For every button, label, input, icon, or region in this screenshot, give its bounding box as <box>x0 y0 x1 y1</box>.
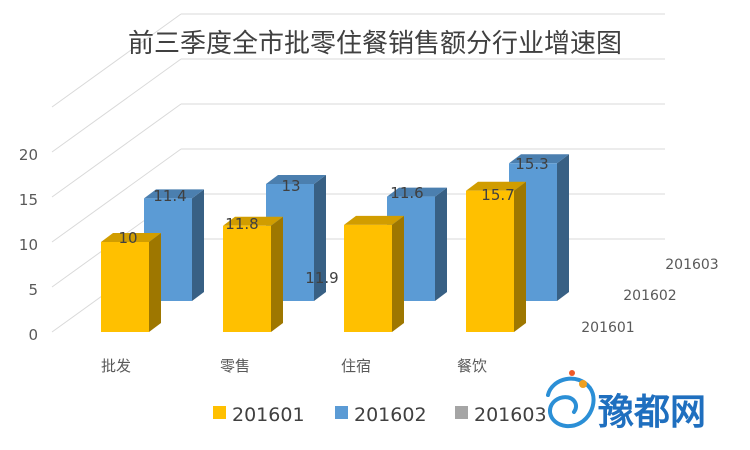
bar-top <box>387 187 447 197</box>
y-tick-label: 15 <box>19 191 38 209</box>
bar-side <box>435 187 447 301</box>
bar <box>466 190 514 332</box>
data-label: 11.8 <box>225 215 258 233</box>
legend-swatch <box>335 406 348 419</box>
data-label: 11.4 <box>153 187 186 205</box>
watermark-text: 豫都网 <box>598 392 706 433</box>
bar-top <box>144 189 204 199</box>
bar <box>344 224 392 332</box>
bar-top <box>223 216 283 226</box>
y-tick-label: 5 <box>28 281 38 299</box>
x-tick-label: 零售 <box>220 357 250 375</box>
bar-side <box>149 233 161 332</box>
y-tick-label: 0 <box>28 326 38 344</box>
data-label: 15.3 <box>515 155 548 173</box>
gridline <box>51 13 182 108</box>
y-tick-label: 10 <box>19 236 38 254</box>
legend-swatch <box>213 406 226 419</box>
y-tick-label: 20 <box>19 146 38 164</box>
bar-side <box>271 216 283 332</box>
data-label: 11.6 <box>390 184 423 202</box>
bars <box>101 154 569 332</box>
depth-axis-label: 201602 <box>623 288 676 304</box>
gridline <box>51 58 182 153</box>
data-label: 11.9 <box>305 269 338 287</box>
gridline <box>51 103 182 198</box>
bar-side <box>514 181 526 332</box>
bar <box>223 225 271 332</box>
bar-top <box>266 175 326 184</box>
bar-side <box>557 154 569 301</box>
x-tick-label: 住宿 <box>341 357 371 375</box>
bar-top <box>344 215 404 225</box>
legend-swatch <box>455 406 468 419</box>
x-tick-label: 批发 <box>101 357 131 375</box>
bar-side <box>314 175 326 301</box>
chart-title: 前三季度全市批零住餐销售额分行业增速图 <box>128 29 622 59</box>
data-labels: 10 11.8 11.9 15.7 11.4 13 11.6 15.3 <box>118 155 548 287</box>
depth-axis-label: 201603 <box>665 257 718 273</box>
bar-side <box>192 189 204 301</box>
axes: 0 5 10 15 20 批发 零售 住宿 餐饮 201601 201602 201603 <box>19 146 719 375</box>
legend: 201601 201602 201603 <box>213 404 547 426</box>
data-label: 15.7 <box>481 186 514 204</box>
legend-label: 201603 <box>474 404 547 426</box>
gridline <box>51 148 182 243</box>
watermark-logo: 豫都网 <box>546 370 706 433</box>
bar-top <box>101 233 161 242</box>
depth-axis-label: 201601 <box>581 320 634 336</box>
data-label: 13 <box>281 177 300 195</box>
x-tick-label: 餐饮 <box>457 357 487 375</box>
legend-label: 201602 <box>354 404 427 426</box>
bar <box>101 242 149 332</box>
legend-label: 201601 <box>232 404 305 426</box>
bar-top <box>466 181 526 191</box>
bar-top <box>509 154 569 164</box>
bar-side <box>392 215 404 332</box>
data-label: 10 <box>118 229 137 247</box>
swirl-logo-icon <box>546 370 596 429</box>
